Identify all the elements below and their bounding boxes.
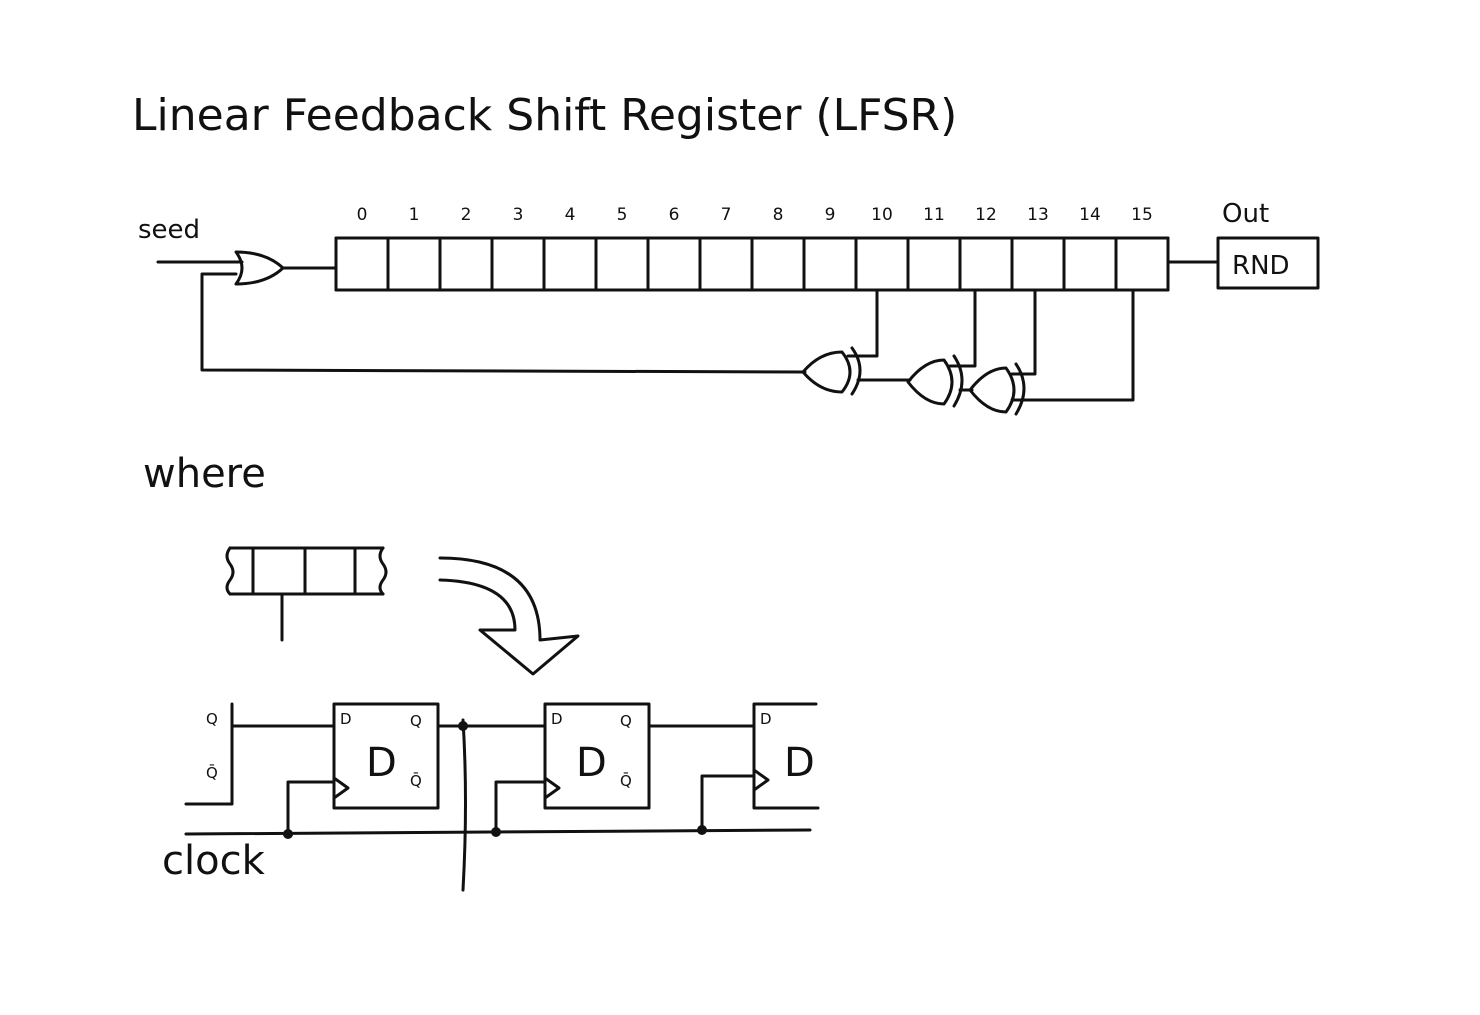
register-index-1: 1 <box>409 205 420 225</box>
shift-register <box>334 236 1170 292</box>
ff1-output-tap <box>461 718 467 892</box>
register-index-4: 4 <box>565 205 576 225</box>
register-cell-5 <box>594 236 650 292</box>
tap-wire-10 <box>846 288 879 358</box>
register-cell-2 <box>438 236 494 292</box>
ff2-d-label: D <box>551 710 563 728</box>
register-index-14: 14 <box>1079 205 1101 225</box>
register-cell-4 <box>542 236 598 292</box>
feedback-wire <box>200 272 807 374</box>
ff3-symbol: D <box>784 740 815 786</box>
register-cell-8 <box>750 236 806 292</box>
left-q-label: Q <box>206 710 218 728</box>
register-cell-6 <box>646 236 702 292</box>
where-label: where <box>143 451 266 497</box>
clock-ff1-wire <box>286 780 336 836</box>
ff1-symbol: D <box>366 740 397 786</box>
register-cell-3 <box>490 236 546 292</box>
ff1-qbar-label: Q̄ <box>410 771 422 790</box>
d-flipflop-3-partial: D D <box>752 702 820 810</box>
left-previous-stage <box>184 702 234 806</box>
tap-wire-15 <box>1010 288 1135 402</box>
register-index-8: 8 <box>773 205 784 225</box>
register-index-11: 11 <box>923 205 945 225</box>
register-excerpt <box>225 546 388 642</box>
register-index-6: 6 <box>669 205 680 225</box>
xor-gate-3 <box>968 362 1026 416</box>
register-cell-15 <box>1114 236 1170 292</box>
register-cell-7 <box>698 236 754 292</box>
seed-label: seed <box>138 215 200 245</box>
xor-gate-2 <box>906 354 964 408</box>
or-gate <box>234 250 285 286</box>
left-qbar-label: Q̄ <box>206 763 218 782</box>
register-cell-14 <box>1062 236 1118 292</box>
diagram-title: Linear Feedback Shift Register (LFSR) <box>132 90 957 141</box>
xor-gate-1 <box>801 346 862 396</box>
clock-label: clock <box>162 838 266 884</box>
ff2-q-label: Q <box>620 712 632 730</box>
d-flipflop-1: D D Q Q̄ <box>332 702 440 810</box>
clock-junction-1 <box>283 829 293 839</box>
register-index-10: 10 <box>871 205 893 225</box>
clock-ff2-wire <box>494 780 547 834</box>
register-index-15: 15 <box>1131 205 1153 225</box>
register-cell-12 <box>958 236 1014 292</box>
ff3-d-label: D <box>760 710 772 728</box>
clock-junction-2 <box>491 827 501 837</box>
ff2-qbar-label: Q̄ <box>620 771 632 790</box>
register-index-0: 0 <box>357 205 368 225</box>
register-index-7: 7 <box>721 205 732 225</box>
clock-ff3-wire <box>700 774 756 832</box>
register-index-3: 3 <box>513 205 524 225</box>
out-label: Out <box>1222 199 1269 229</box>
register-cell-0 <box>334 236 390 292</box>
rnd-label: RND <box>1232 251 1290 281</box>
d-flipflop-2: D D Q Q̄ <box>543 702 651 810</box>
register-cell-1 <box>386 236 442 292</box>
register-cell-10 <box>854 236 910 292</box>
ff1-q-label: Q <box>410 712 422 730</box>
ff1-d-label: D <box>340 710 352 728</box>
register-index-9: 9 <box>825 205 836 225</box>
register-cell-9 <box>802 236 858 292</box>
register-index-5: 5 <box>617 205 628 225</box>
register-cell-13 <box>1010 236 1066 292</box>
register-index-13: 13 <box>1027 205 1049 225</box>
clock-junction-3 <box>697 825 707 835</box>
expansion-arrow-icon <box>438 556 580 676</box>
tap-wire-13 <box>1010 288 1037 376</box>
register-index-12: 12 <box>975 205 997 225</box>
register-index-2: 2 <box>461 205 472 225</box>
register-index-labels: 0 1 2 3 4 5 6 7 8 9 10 11 12 13 14 15 <box>357 205 1153 225</box>
register-cell-11 <box>906 236 962 292</box>
rnd-output-box <box>1216 236 1320 290</box>
junction-dot <box>458 721 468 731</box>
ff2-symbol: D <box>576 740 607 786</box>
